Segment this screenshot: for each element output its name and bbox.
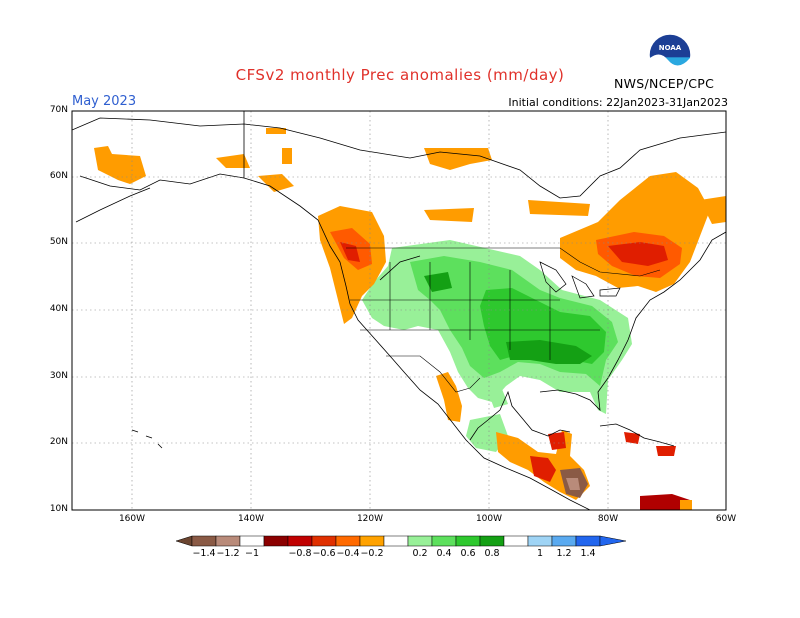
map-frame <box>71 110 727 511</box>
colorbar <box>175 535 627 547</box>
wet-deep-region <box>424 272 592 364</box>
dry-alaska-north <box>216 128 294 192</box>
lat-label-40n: 40N <box>49 304 68 314</box>
lat-label-20n: 20N <box>49 437 68 447</box>
dry-caribbean <box>624 432 676 456</box>
colorbar-label: 0.4 <box>436 548 452 559</box>
colorbar-label: −0.2 <box>360 548 384 559</box>
lon-label-60w: 60W <box>715 514 737 524</box>
lat-label-10n: 10N <box>49 504 68 514</box>
dry-labrador <box>700 196 726 224</box>
dry-canada-central <box>424 200 590 222</box>
dry-central-america-light-brown <box>566 478 580 490</box>
anomaly-shading <box>72 111 726 510</box>
colorbar-label: 1.4 <box>580 548 596 559</box>
colorbar-label: 1.2 <box>556 548 572 559</box>
colorbar-label: −0.6 <box>312 548 336 559</box>
lon-label-140w: 140W <box>237 514 265 524</box>
agency-label: NWS/NCEP/CPC <box>614 76 715 91</box>
logo-text: NOAA <box>659 44 682 52</box>
lon-label-80w: 80W <box>597 514 619 524</box>
dry-south-mexico-strong <box>530 432 566 482</box>
dry-canada-north <box>424 148 492 170</box>
dry-alaska-west <box>94 146 146 184</box>
great-lakes <box>539 261 621 299</box>
colorbar-label: −1.4 <box>192 548 216 559</box>
lon-label-100w: 100W <box>475 514 503 524</box>
coastlines <box>72 111 726 510</box>
initial-conditions: Initial conditions: 22Jan2023-31Jan2023 <box>508 96 728 109</box>
colorbar-label: 1 <box>536 548 544 559</box>
colorbar-label: −1 <box>244 548 259 559</box>
dry-pnw-strong <box>340 242 360 262</box>
lat-lon-grid <box>72 111 726 510</box>
colorbar-label: 0.2 <box>412 548 428 559</box>
dry-south-america <box>640 494 690 510</box>
lon-label-120w: 120W <box>356 514 384 524</box>
lat-label-60n: 60N <box>49 171 68 181</box>
map-title: CFSv2 monthly Prec anomalies (mm/day) <box>235 66 565 84</box>
dry-northeast-strong <box>608 242 668 266</box>
lat-label-50n: 50N <box>49 237 68 247</box>
lon-label-160w: 160W <box>118 514 146 524</box>
lat-label-30n: 30N <box>49 371 68 381</box>
colorbar-label: −0.4 <box>336 548 360 559</box>
colorbar-label: −1.2 <box>216 548 240 559</box>
colorbar-label: −0.8 <box>288 548 312 559</box>
colorbar-label: 0.8 <box>484 548 500 559</box>
colorbar-label: 0.6 <box>460 548 476 559</box>
noaa-logo: NOAA <box>648 33 692 77</box>
lat-label-70n: 70N <box>49 105 68 115</box>
forecast-month: May 2023 <box>72 94 137 109</box>
dry-mexico-west <box>436 372 462 422</box>
